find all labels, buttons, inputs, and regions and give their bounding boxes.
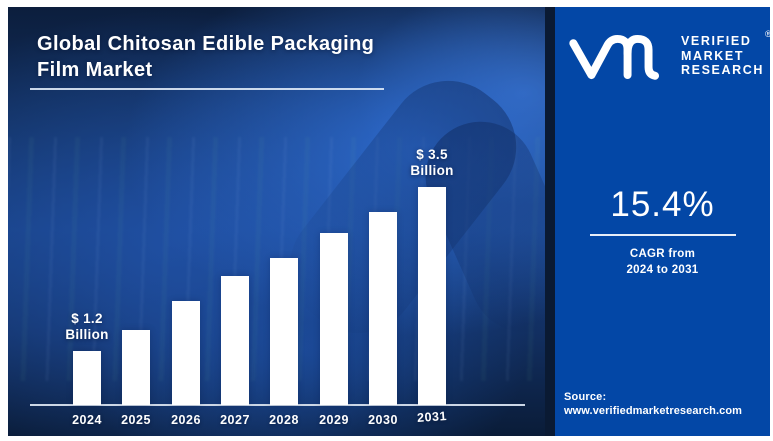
year-label-2031: 2031 — [416, 408, 448, 426]
brand-panel: VERIFIED MARKET RESEARCH ® 15.4% CAGR fr… — [555, 7, 770, 436]
bar-2029 — [320, 233, 348, 405]
market-bar-chart: 2024 2025 2026 2027 2028 2029 2030 2031 $ 1.2 Bil… — [30, 7, 526, 427]
source-url[interactable]: www.verifiedmarketresearch.com — [564, 405, 743, 417]
x-axis-line — [30, 404, 525, 406]
title-underline — [30, 88, 384, 90]
year-label-2024: 2024 — [72, 413, 102, 427]
cagr-caption-line2: 2024 to 2031 — [626, 263, 699, 276]
bar-2024 — [73, 351, 101, 405]
logo-word-verified: VERIFIED — [681, 34, 752, 48]
value-annotation-2024: $ 1.2 Billion — [65, 311, 109, 342]
year-label-2030: 2030 — [368, 413, 398, 427]
registered-trademark-icon: ® — [765, 29, 770, 39]
bar-2026 — [172, 301, 200, 405]
bar-2031 — [418, 187, 446, 405]
year-label-2029: 2029 — [319, 413, 349, 427]
cagr-caption: CAGR from 2024 to 2031 — [555, 247, 770, 278]
logo-word-market: MARKET — [681, 48, 745, 63]
vmr-logo: VERIFIED MARKET RESEARCH ® — [569, 29, 770, 85]
vmr-monogram-icon — [569, 34, 660, 80]
source-block: Source: www.verifiedmarketresearch.com — [564, 391, 742, 417]
source-label: Source: — [564, 391, 607, 403]
year-label-2028: 2028 — [269, 413, 299, 427]
cagr-underline — [589, 234, 736, 236]
bar-2025 — [122, 330, 150, 405]
bar-2027 — [221, 276, 249, 405]
cagr-value: 15.4% — [610, 185, 715, 224]
value-annotation-2031: $ 3.5 Billion — [410, 147, 454, 178]
cagr-caption-line1: CAGR from — [629, 248, 696, 260]
logo-word-research: RESEARCH — [681, 63, 764, 77]
vmr-logo-text: VERIFIED MARKET RESEARCH — [681, 34, 764, 78]
page-title-line2: Film Market — [37, 59, 153, 81]
page-title: Global Chitosan Edible Packaging Film Ma… — [37, 31, 457, 83]
chart-panel: Global Chitosan Edible Packaging Film Ma… — [8, 7, 545, 436]
year-label-2026: 2026 — [171, 413, 201, 427]
year-label-2027: 2027 — [220, 413, 250, 427]
page-title-line1: Global Chitosan Edible Packaging — [37, 33, 375, 55]
infographic-canvas: Global Chitosan Edible Packaging Film Ma… — [8, 7, 770, 436]
bar-2030 — [369, 212, 397, 405]
year-label-2025: 2025 — [121, 413, 151, 427]
bar-2028 — [270, 258, 298, 405]
cagr-stat: 15.4% CAGR from 2024 to 2031 — [555, 185, 770, 278]
